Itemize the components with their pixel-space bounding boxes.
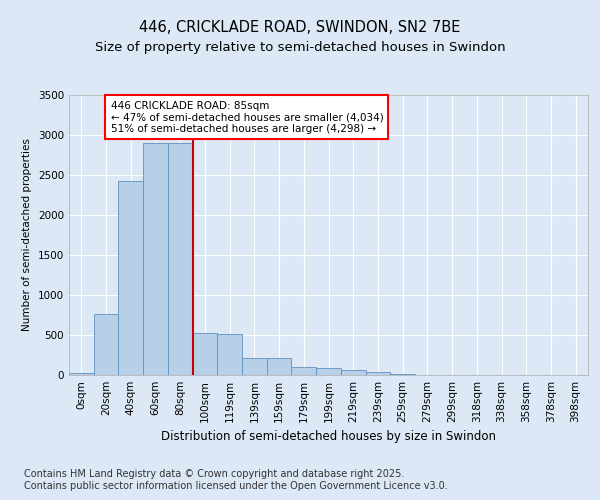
Bar [94, 314, 118, 375]
Text: 446, CRICKLADE ROAD, SWINDON, SN2 7BE: 446, CRICKLADE ROAD, SWINDON, SN2 7BE [139, 20, 461, 35]
Text: Contains public sector information licensed under the Open Government Licence v3: Contains public sector information licen… [24, 481, 448, 491]
Bar [217, 334, 242, 375]
Text: 446 CRICKLADE ROAD: 85sqm
← 47% of semi-detached houses are smaller (4,034)
51% : 446 CRICKLADE ROAD: 85sqm ← 47% of semi-… [110, 100, 383, 134]
X-axis label: Distribution of semi-detached houses by size in Swindon: Distribution of semi-detached houses by … [161, 430, 496, 444]
Bar [365, 372, 390, 375]
Bar [390, 374, 415, 375]
Bar [242, 358, 267, 375]
Bar [193, 334, 217, 375]
Bar [341, 370, 365, 375]
Bar [267, 358, 292, 375]
Text: Contains HM Land Registry data © Crown copyright and database right 2025.: Contains HM Land Registry data © Crown c… [24, 469, 404, 479]
Bar [316, 368, 341, 375]
Bar [292, 367, 316, 375]
Y-axis label: Number of semi-detached properties: Number of semi-detached properties [22, 138, 32, 332]
Bar [168, 143, 193, 375]
Bar [143, 143, 168, 375]
Bar [118, 180, 143, 375]
Text: Size of property relative to semi-detached houses in Swindon: Size of property relative to semi-detach… [95, 41, 505, 54]
Bar [69, 372, 94, 375]
